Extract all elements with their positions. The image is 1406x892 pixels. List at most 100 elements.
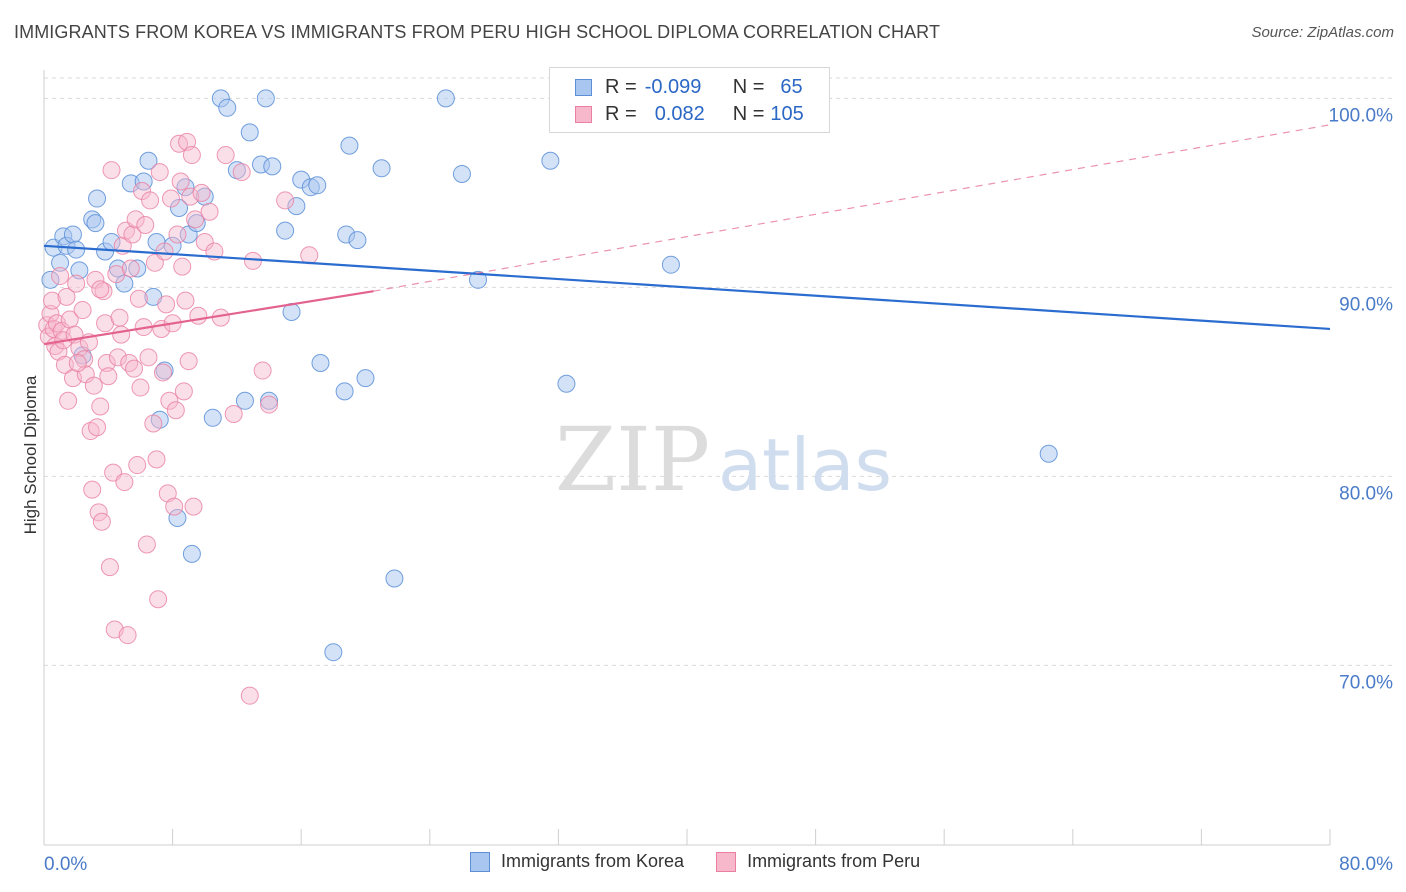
peru-point — [137, 535, 156, 554]
legend-row-korea: R = -0.099 N = 65 — [550, 74, 803, 100]
peru-point — [115, 473, 134, 492]
korea-point — [385, 569, 404, 588]
watermark-zip: ZIP — [555, 408, 710, 511]
peru-point — [160, 391, 179, 410]
peru-point — [195, 233, 214, 252]
korea-point — [260, 391, 279, 410]
korea-point — [335, 382, 354, 401]
y-tick-label: 90.0% — [1339, 294, 1393, 315]
x-tick-label-max: 80.0% — [1339, 854, 1393, 875]
korea-legend-label: Immigrants from Korea — [501, 851, 685, 871]
peru-point — [224, 405, 243, 424]
peru-point — [174, 382, 193, 401]
peru-series — [38, 132, 319, 705]
peru-point — [181, 187, 200, 206]
peru-point — [51, 267, 70, 286]
korea-point — [324, 643, 343, 662]
peru-point — [157, 295, 176, 314]
korea-point — [256, 89, 275, 108]
korea-point — [86, 214, 105, 233]
korea-point — [139, 151, 158, 170]
korea-point — [348, 231, 367, 250]
peru-legend-label: Immigrants from Peru — [747, 851, 921, 871]
peru-point — [171, 172, 190, 191]
peru-r-value: 0.082 — [654, 102, 705, 125]
peru-point — [300, 246, 319, 265]
watermark-atlas: atlas — [718, 423, 892, 507]
korea-point — [51, 253, 70, 272]
peru-legend-swatch — [716, 851, 737, 872]
peru-point — [57, 287, 76, 306]
peru-point — [166, 401, 185, 420]
peru-point — [123, 225, 142, 244]
korea-point — [287, 197, 306, 216]
korea-point — [1039, 444, 1058, 463]
source-label: Source: ZipAtlas.com — [1251, 24, 1394, 41]
peru-point — [192, 183, 211, 202]
series-legend: Immigrants from Korea Immigrants from Pe… — [470, 851, 920, 872]
peru-point — [92, 512, 111, 531]
peru-point — [144, 414, 163, 433]
watermark: ZIP atlas — [555, 408, 892, 511]
peru-point — [141, 191, 160, 210]
korea-point — [128, 259, 147, 278]
korea-point — [311, 353, 330, 372]
korea-series — [41, 89, 1058, 662]
korea-point — [356, 369, 375, 388]
peru-point — [243, 251, 262, 270]
korea-point — [203, 408, 222, 427]
korea-legend-swatch — [470, 851, 490, 872]
trend-lines — [43, 124, 1331, 346]
korea-point — [134, 172, 153, 191]
y-tick-label: 80.0% — [1339, 483, 1393, 504]
peru-point — [49, 342, 68, 361]
peru-point — [240, 686, 259, 705]
peru-point — [110, 308, 129, 327]
korea-point — [67, 240, 86, 259]
peru-r-label: R = — [605, 102, 637, 125]
korea-point — [182, 544, 201, 563]
peru-point — [88, 418, 107, 437]
korea-point — [308, 176, 327, 195]
korea-point — [63, 225, 82, 244]
peru-point — [112, 325, 131, 344]
korea-point — [168, 508, 187, 527]
peru-point — [276, 191, 295, 210]
peru-point — [179, 352, 198, 371]
y-tick-label: 100.0% — [1329, 105, 1394, 126]
peru-point — [73, 301, 92, 320]
korea-point — [541, 151, 560, 170]
peru-point — [102, 161, 121, 180]
chart-title: IMMIGRANTS FROM KOREA VS IMMIGRANTS FROM… — [14, 22, 941, 42]
korea-point — [218, 98, 237, 117]
peru-point — [253, 361, 272, 380]
korea-point — [240, 123, 259, 142]
korea-point — [452, 164, 471, 183]
legend-row-peru: R = 0.082 N = 105 — [550, 101, 804, 127]
peru-point — [43, 291, 62, 310]
peru-point — [182, 146, 201, 165]
peru-point — [83, 480, 102, 499]
korea-trend-line — [43, 244, 1331, 331]
peru-point — [155, 242, 174, 261]
peru-point — [89, 503, 108, 522]
korea-n-value: 65 — [780, 75, 803, 98]
peru-point — [126, 210, 145, 229]
korea-point — [557, 374, 576, 393]
peru-n-label: N = — [732, 102, 765, 125]
peru-point — [67, 274, 86, 293]
peru-point — [260, 395, 279, 414]
peru-point — [184, 497, 203, 516]
peru-point — [165, 497, 184, 516]
peru-point — [153, 363, 172, 382]
y-axis-title: High School Diploma — [21, 375, 40, 534]
peru-point — [147, 450, 166, 469]
peru-point — [139, 348, 158, 367]
korea-swatch — [575, 78, 592, 96]
peru-swatch — [575, 105, 592, 123]
peru-point — [161, 189, 180, 208]
x-tick-label-min: 0.0% — [44, 854, 87, 875]
korea-point — [372, 159, 391, 178]
peru-point — [173, 257, 192, 276]
